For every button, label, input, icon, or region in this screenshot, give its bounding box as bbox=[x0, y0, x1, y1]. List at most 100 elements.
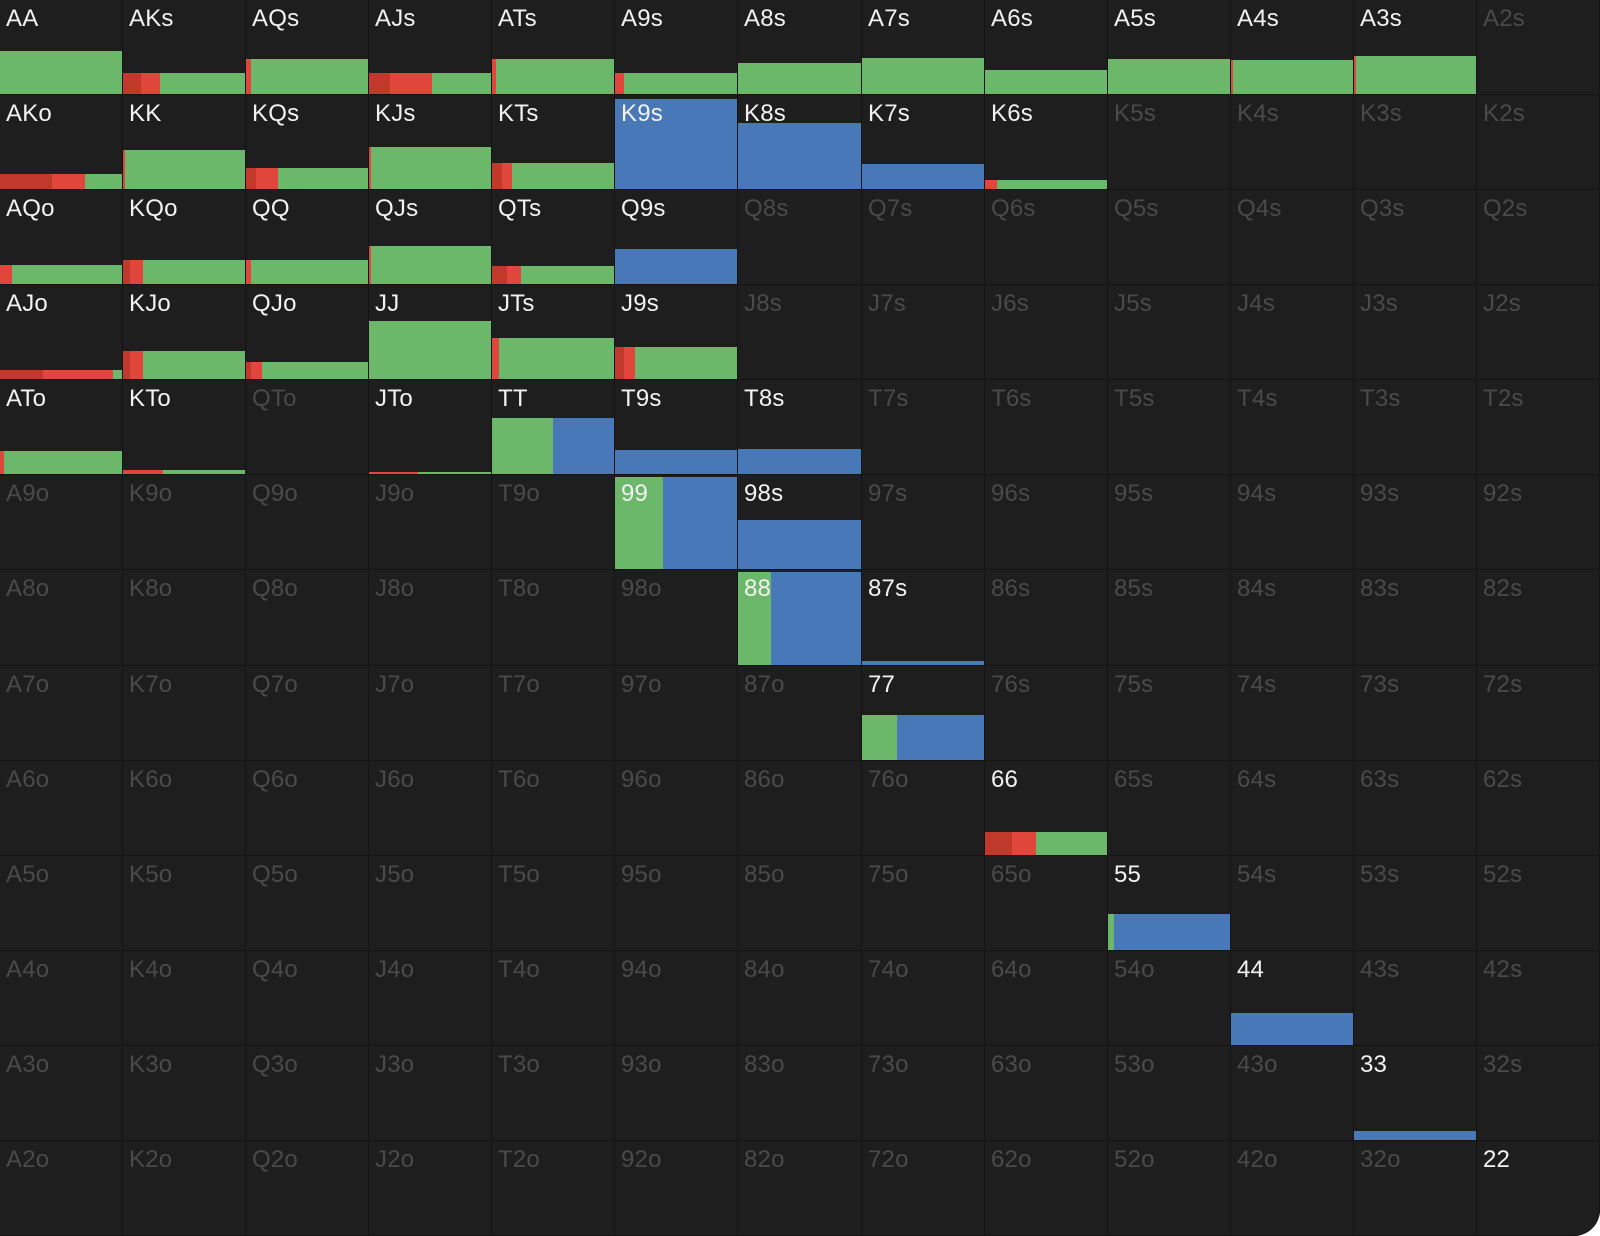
hand-cell-97s[interactable]: 97s bbox=[862, 475, 985, 570]
hand-cell-22[interactable]: 22 bbox=[1477, 1141, 1600, 1236]
hand-cell-J7o[interactable]: J7o bbox=[369, 666, 492, 761]
hand-cell-A6o[interactable]: A6o bbox=[0, 761, 123, 856]
hand-cell-T7s[interactable]: T7s bbox=[862, 380, 985, 475]
hand-cell-63s[interactable]: 63s bbox=[1354, 761, 1477, 856]
hand-cell-K7s[interactable]: K7s bbox=[862, 95, 985, 190]
hand-cell-84s[interactable]: 84s bbox=[1231, 570, 1354, 666]
hand-cell-75s[interactable]: 75s bbox=[1108, 666, 1231, 761]
hand-cell-98o[interactable]: 98o bbox=[615, 570, 738, 666]
hand-cell-76s[interactable]: 76s bbox=[985, 666, 1108, 761]
hand-cell-J5s[interactable]: J5s bbox=[1108, 285, 1231, 380]
hand-cell-T2o[interactable]: T2o bbox=[492, 1141, 615, 1236]
hand-cell-A8s[interactable]: A8s bbox=[738, 0, 862, 95]
hand-cell-K7o[interactable]: K7o bbox=[123, 666, 246, 761]
hand-cell-J4s[interactable]: J4s bbox=[1231, 285, 1354, 380]
hand-cell-J6o[interactable]: J6o bbox=[369, 761, 492, 856]
hand-cell-T7o[interactable]: T7o bbox=[492, 666, 615, 761]
hand-cell-KJs[interactable]: KJs bbox=[369, 95, 492, 190]
hand-cell-32o[interactable]: 32o bbox=[1354, 1141, 1477, 1236]
hand-cell-T5s[interactable]: T5s bbox=[1108, 380, 1231, 475]
hand-cell-53s[interactable]: 53s bbox=[1354, 856, 1477, 951]
hand-cell-J6s[interactable]: J6s bbox=[985, 285, 1108, 380]
hand-cell-33[interactable]: 33 bbox=[1354, 1046, 1477, 1141]
hand-cell-32s[interactable]: 32s bbox=[1477, 1046, 1600, 1141]
hand-cell-T8s[interactable]: T8s bbox=[738, 380, 862, 475]
hand-cell-75o[interactable]: 75o bbox=[862, 856, 985, 951]
hand-cell-65s[interactable]: 65s bbox=[1108, 761, 1231, 856]
hand-cell-J8o[interactable]: J8o bbox=[369, 570, 492, 666]
hand-cell-95s[interactable]: 95s bbox=[1108, 475, 1231, 570]
hand-cell-82s[interactable]: 82s bbox=[1477, 570, 1600, 666]
hand-cell-62o[interactable]: 62o bbox=[985, 1141, 1108, 1236]
hand-cell-AKo[interactable]: AKo bbox=[0, 95, 123, 190]
hand-cell-TT[interactable]: TT bbox=[492, 380, 615, 475]
hand-cell-Q5s[interactable]: Q5s bbox=[1108, 190, 1231, 285]
hand-cell-95o[interactable]: 95o bbox=[615, 856, 738, 951]
hand-cell-T6o[interactable]: T6o bbox=[492, 761, 615, 856]
hand-cell-77[interactable]: 77 bbox=[862, 666, 985, 761]
hand-cell-Q7s[interactable]: Q7s bbox=[862, 190, 985, 285]
hand-cell-73s[interactable]: 73s bbox=[1354, 666, 1477, 761]
hand-cell-63o[interactable]: 63o bbox=[985, 1046, 1108, 1141]
hand-cell-J5o[interactable]: J5o bbox=[369, 856, 492, 951]
hand-cell-K6s[interactable]: K6s bbox=[985, 95, 1108, 190]
hand-cell-Q2s[interactable]: Q2s bbox=[1477, 190, 1600, 285]
hand-cell-J2s[interactable]: J2s bbox=[1477, 285, 1600, 380]
hand-cell-JTo[interactable]: JTo bbox=[369, 380, 492, 475]
hand-cell-KJo[interactable]: KJo bbox=[123, 285, 246, 380]
hand-cell-K5s[interactable]: K5s bbox=[1108, 95, 1231, 190]
hand-cell-72o[interactable]: 72o bbox=[862, 1141, 985, 1236]
hand-cell-73o[interactable]: 73o bbox=[862, 1046, 985, 1141]
hand-cell-83o[interactable]: 83o bbox=[738, 1046, 862, 1141]
hand-cell-K2s[interactable]: K2s bbox=[1477, 95, 1600, 190]
hand-cell-A9s[interactable]: A9s bbox=[615, 0, 738, 95]
hand-cell-J8s[interactable]: J8s bbox=[738, 285, 862, 380]
hand-cell-K3o[interactable]: K3o bbox=[123, 1046, 246, 1141]
hand-cell-Q8o[interactable]: Q8o bbox=[246, 570, 369, 666]
hand-cell-K8s[interactable]: K8s bbox=[738, 95, 862, 190]
hand-cell-87s[interactable]: 87s bbox=[862, 570, 985, 666]
hand-cell-J4o[interactable]: J4o bbox=[369, 951, 492, 1046]
hand-cell-A2s[interactable]: A2s bbox=[1477, 0, 1600, 95]
hand-cell-KQo[interactable]: KQo bbox=[123, 190, 246, 285]
hand-cell-AA[interactable]: AA bbox=[0, 0, 123, 95]
hand-cell-K9o[interactable]: K9o bbox=[123, 475, 246, 570]
hand-cell-JJ[interactable]: JJ bbox=[369, 285, 492, 380]
hand-cell-64o[interactable]: 64o bbox=[985, 951, 1108, 1046]
hand-cell-K5o[interactable]: K5o bbox=[123, 856, 246, 951]
hand-cell-Q4o[interactable]: Q4o bbox=[246, 951, 369, 1046]
hand-cell-99[interactable]: 99 bbox=[615, 475, 738, 570]
hand-cell-T2s[interactable]: T2s bbox=[1477, 380, 1600, 475]
hand-cell-T9s[interactable]: T9s bbox=[615, 380, 738, 475]
hand-cell-96s[interactable]: 96s bbox=[985, 475, 1108, 570]
hand-cell-T8o[interactable]: T8o bbox=[492, 570, 615, 666]
hand-cell-A7s[interactable]: A7s bbox=[862, 0, 985, 95]
hand-cell-93o[interactable]: 93o bbox=[615, 1046, 738, 1141]
hand-cell-82o[interactable]: 82o bbox=[738, 1141, 862, 1236]
hand-cell-J3s[interactable]: J3s bbox=[1354, 285, 1477, 380]
hand-cell-96o[interactable]: 96o bbox=[615, 761, 738, 856]
hand-cell-74o[interactable]: 74o bbox=[862, 951, 985, 1046]
hand-cell-85o[interactable]: 85o bbox=[738, 856, 862, 951]
hand-cell-55[interactable]: 55 bbox=[1108, 856, 1231, 951]
hand-cell-92o[interactable]: 92o bbox=[615, 1141, 738, 1236]
hand-cell-97o[interactable]: 97o bbox=[615, 666, 738, 761]
hand-cell-85s[interactable]: 85s bbox=[1108, 570, 1231, 666]
hand-cell-A4o[interactable]: A4o bbox=[0, 951, 123, 1046]
hand-cell-76o[interactable]: 76o bbox=[862, 761, 985, 856]
hand-cell-KQs[interactable]: KQs bbox=[246, 95, 369, 190]
hand-cell-QTs[interactable]: QTs bbox=[492, 190, 615, 285]
hand-cell-Q8s[interactable]: Q8s bbox=[738, 190, 862, 285]
hand-cell-K8o[interactable]: K8o bbox=[123, 570, 246, 666]
hand-cell-Q2o[interactable]: Q2o bbox=[246, 1141, 369, 1236]
hand-cell-74s[interactable]: 74s bbox=[1231, 666, 1354, 761]
hand-cell-K6o[interactable]: K6o bbox=[123, 761, 246, 856]
hand-cell-94s[interactable]: 94s bbox=[1231, 475, 1354, 570]
hand-cell-A2o[interactable]: A2o bbox=[0, 1141, 123, 1236]
hand-cell-AKs[interactable]: AKs bbox=[123, 0, 246, 95]
hand-cell-AJs[interactable]: AJs bbox=[369, 0, 492, 95]
hand-cell-QTo[interactable]: QTo bbox=[246, 380, 369, 475]
hand-cell-44[interactable]: 44 bbox=[1231, 951, 1354, 1046]
hand-cell-T3s[interactable]: T3s bbox=[1354, 380, 1477, 475]
hand-cell-Q7o[interactable]: Q7o bbox=[246, 666, 369, 761]
